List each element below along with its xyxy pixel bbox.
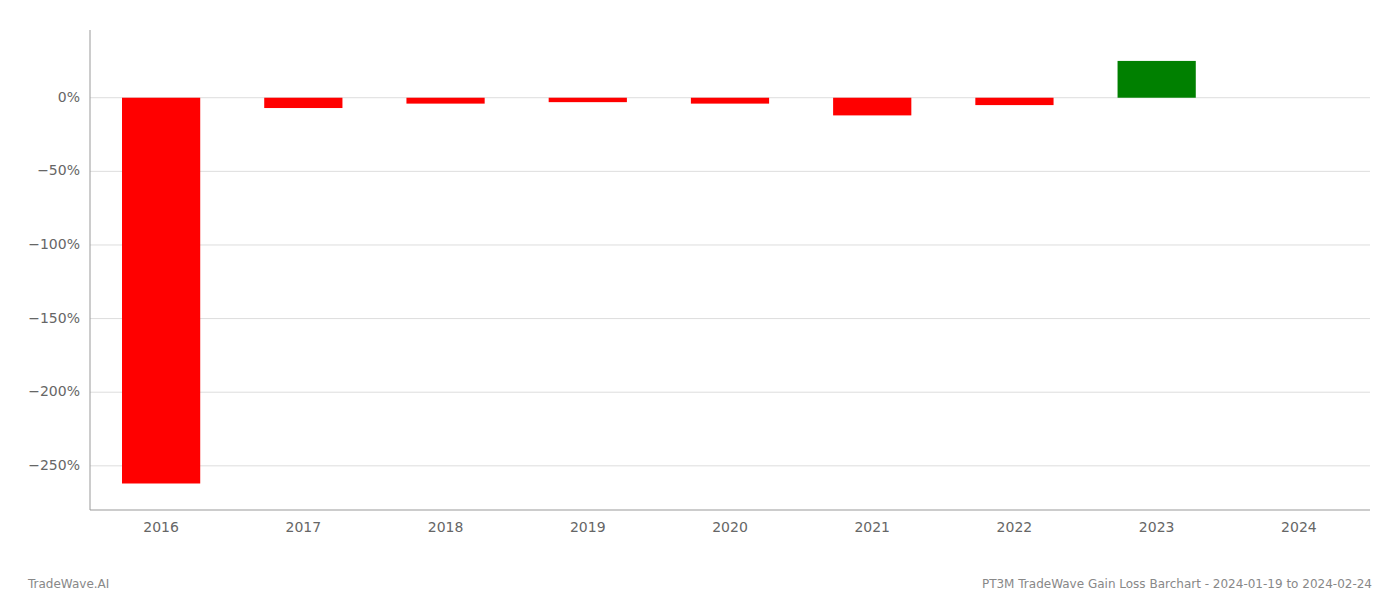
- x-tick-label: 2017: [286, 519, 322, 535]
- bar: [264, 98, 342, 108]
- x-tick-label: 2020: [712, 519, 748, 535]
- chart-container: 0%−50%−100%−150%−200%−250%20162017201820…: [0, 0, 1400, 600]
- bar: [122, 98, 200, 484]
- grid-line: [90, 171, 1370, 172]
- x-tick-label: 2022: [997, 519, 1033, 535]
- x-tick-label: 2023: [1139, 519, 1175, 535]
- y-tick-label: −250%: [28, 457, 80, 473]
- grid-line: [90, 392, 1370, 393]
- bar: [691, 98, 769, 104]
- y-tick-label: −200%: [28, 383, 80, 399]
- bar: [1260, 97, 1338, 98]
- bar: [549, 98, 627, 102]
- x-tick-label: 2019: [570, 519, 606, 535]
- bar: [833, 98, 911, 116]
- x-axis-line: [90, 510, 1370, 511]
- chart-svg: 0%−50%−100%−150%−200%−250%20162017201820…: [0, 0, 1400, 600]
- grid: [90, 98, 1370, 466]
- y-axis-line: [90, 30, 91, 510]
- x-tick-label: 2021: [854, 519, 890, 535]
- bar: [1118, 61, 1196, 98]
- y-tick-label: −100%: [28, 236, 80, 252]
- x-axis: 2016 2017 2018 2019 2020 2021 2022 2023 2024: [143, 519, 1316, 535]
- x-tick-label: 2024: [1281, 519, 1317, 535]
- footer-right: PT3M TradeWave Gain Loss Barchart - 2024…: [982, 577, 1372, 591]
- y-axis: 0% −50% −100% −150% −200% −250%: [28, 89, 80, 473]
- y-tick-label: −150%: [28, 310, 80, 326]
- grid-line: [90, 318, 1370, 319]
- grid-line: [90, 244, 1370, 245]
- y-tick-label: −50%: [37, 162, 80, 178]
- x-tick-label: 2018: [428, 519, 464, 535]
- bar: [406, 98, 484, 104]
- y-tick-label: 0%: [58, 89, 80, 105]
- footer-left: TradeWave.AI: [27, 577, 109, 591]
- bar: [975, 98, 1053, 105]
- grid-line: [90, 465, 1370, 466]
- bars: [122, 61, 1196, 484]
- x-tick-label: 2016: [143, 519, 179, 535]
